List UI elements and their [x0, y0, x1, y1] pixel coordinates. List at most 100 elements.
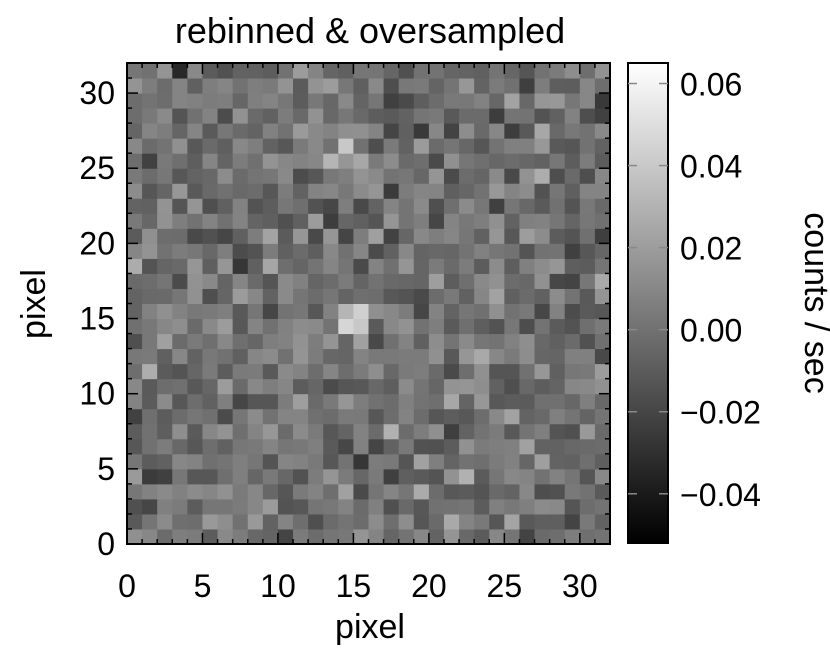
heatmap-cell	[443, 348, 460, 365]
heatmap-cell	[579, 333, 596, 350]
heatmap-cell	[459, 138, 475, 154]
heatmap-cell	[519, 288, 536, 304]
heatmap-cell	[293, 93, 309, 109]
heatmap-cell	[217, 168, 234, 184]
heatmap-cell	[217, 258, 234, 274]
heatmap-cell	[247, 468, 264, 485]
heatmap-cell	[232, 513, 249, 530]
heatmap-cell	[232, 198, 249, 214]
heatmap-cell	[519, 393, 536, 410]
heatmap-cell	[308, 153, 324, 169]
heatmap-cell	[428, 408, 445, 425]
heatmap-cell	[428, 198, 445, 214]
heatmap-cell	[413, 393, 430, 410]
heatmap-cell	[428, 138, 445, 154]
heatmap-cell	[217, 333, 234, 350]
heatmap-cell	[368, 363, 385, 380]
heatmap-cell	[247, 378, 264, 395]
heatmap-cell	[443, 498, 460, 515]
heatmap-cell	[353, 93, 369, 109]
heatmap-cell	[459, 468, 475, 485]
heatmap-cell	[549, 498, 566, 515]
heatmap-cell	[247, 123, 264, 139]
heatmap-cell	[504, 453, 520, 470]
heatmap-cell	[277, 168, 294, 184]
heatmap-cell	[277, 258, 294, 274]
colorbar	[627, 62, 669, 544]
heatmap-cell	[293, 228, 309, 244]
heatmap-cell	[398, 408, 415, 425]
heatmap-cell	[474, 348, 490, 365]
heatmap-cell	[368, 288, 385, 304]
heatmap-cell	[323, 243, 339, 259]
heatmap-cell	[127, 408, 143, 425]
heatmap-cell	[262, 243, 279, 259]
heatmap-cell	[127, 258, 143, 274]
heatmap-cell	[383, 138, 400, 154]
heatmap-cell	[519, 348, 536, 365]
heatmap-cell	[489, 438, 505, 455]
heatmap-cell	[353, 528, 369, 545]
heatmap-cell	[549, 453, 566, 470]
heatmap-cell	[398, 168, 415, 184]
heatmap-cell	[323, 513, 339, 530]
heatmap-cell	[564, 453, 581, 470]
heatmap-cell	[323, 348, 339, 365]
heatmap-cell	[519, 528, 536, 545]
heatmap-cell	[413, 513, 430, 530]
heatmap-cell	[323, 258, 339, 274]
heatmap-cell	[187, 168, 203, 184]
heatmap-cell	[534, 93, 551, 109]
heatmap-cell	[338, 258, 354, 274]
heatmap-cell	[293, 273, 309, 289]
x-tick-label: 20	[411, 568, 447, 604]
heatmap-cell	[232, 273, 249, 289]
heatmap-cell	[217, 213, 234, 229]
heatmap-cell	[564, 303, 581, 320]
heatmap-cell	[594, 423, 611, 440]
heatmap-cell	[338, 318, 354, 335]
heatmap-cell	[549, 408, 566, 425]
heatmap-cell	[459, 528, 475, 545]
heatmap-cell	[594, 318, 611, 335]
heatmap-cell	[127, 378, 143, 395]
heatmap-cell	[504, 288, 520, 304]
heatmap-cell	[579, 363, 596, 380]
heatmap-cell	[187, 198, 203, 214]
heatmap-cell	[338, 138, 354, 154]
heatmap-cell	[338, 378, 354, 395]
heatmap-cell	[474, 453, 490, 470]
heatmap-cell	[443, 123, 460, 139]
heatmap-cell	[368, 318, 385, 335]
heatmap-cell	[489, 303, 505, 320]
heatmap-cell	[127, 468, 143, 485]
heatmap-cell	[443, 378, 460, 395]
heatmap-cell	[534, 423, 551, 440]
heatmap-cell	[157, 228, 173, 244]
heatmap-cell	[157, 408, 173, 425]
heatmap-cell	[579, 243, 596, 259]
heatmap-cell	[338, 513, 354, 530]
heatmap-cell	[323, 153, 339, 169]
heatmap-cell	[428, 228, 445, 244]
heatmap-cell	[398, 288, 415, 304]
heatmap-cell	[338, 348, 354, 365]
heatmap-cell	[187, 213, 203, 229]
heatmap-cell	[383, 363, 400, 380]
heatmap-cell	[187, 318, 203, 335]
heatmap-cell	[323, 123, 339, 139]
heatmap-cell	[579, 213, 596, 229]
heatmap-cell	[127, 213, 143, 229]
heatmap-cell	[474, 78, 490, 94]
heatmap-cell	[519, 423, 536, 440]
heatmap-cell	[187, 153, 203, 169]
heatmap-cell	[413, 243, 430, 259]
heatmap-cell	[474, 483, 490, 500]
heatmap-cell	[353, 183, 369, 199]
heatmap-cell	[262, 318, 279, 335]
heatmap-cell	[549, 468, 566, 485]
heatmap-cell	[504, 198, 520, 214]
heatmap-cell	[549, 108, 566, 124]
heatmap-cell	[338, 63, 354, 79]
heatmap-cell	[383, 528, 400, 545]
